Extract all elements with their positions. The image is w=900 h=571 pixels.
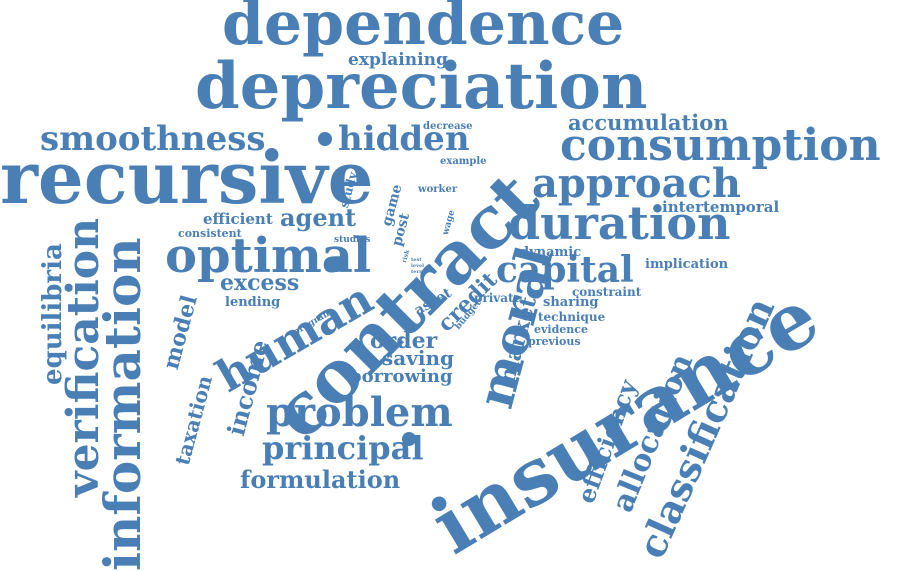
word-efficient: efficient [203,210,273,228]
word-level: level [411,263,425,269]
word-depreciation: depreciation [195,49,648,124]
word-smoothness: smoothness [40,119,266,159]
word-intertemporal: intertemporal [662,198,780,216]
word-problem: problem [266,389,453,436]
word-optimal: optimal [165,228,372,284]
word-dependence: dependence [222,0,625,59]
word-excess: excess [220,270,300,296]
word-private: private [474,291,522,305]
word-test: test [411,257,422,263]
word-formulation: formulation [240,465,401,494]
word-term: term [411,269,425,275]
word-agent: agent [280,203,357,232]
word-consistent: consistent [178,227,242,240]
dot-mark [330,258,344,272]
dot-mark [318,132,332,146]
word-previous: previous [528,335,581,348]
word-example: example [440,156,487,167]
word-sharing: sharing [543,295,599,310]
word-dynamic: dynamic [520,245,582,260]
word-technique: technique [538,310,606,324]
word-decrease: decrease [423,121,473,132]
word-saving: saving [382,346,454,370]
word-worker: worker [418,184,458,195]
word-consumption: consumption [560,120,881,171]
word-explaining: explaining [348,50,448,70]
word-borrowing: borrowing [349,366,453,387]
word-approach: approach [532,160,741,207]
word-recursive: recursive [0,135,374,220]
word-capital: capital [496,249,634,291]
word-constraint: constraint [572,285,642,299]
dot-mark [402,432,416,446]
word-duration: duration [508,196,731,250]
word-information: information [93,237,152,571]
word-order: order [370,328,438,354]
word-hidden: hidden [338,119,470,159]
word-lending: lending [225,295,281,310]
word-model: model [158,292,203,373]
word-studies: studies [334,235,371,245]
word-taxation: taxation [170,372,218,468]
word-implication: implication [645,257,729,272]
word-principal: principal [262,429,424,467]
word-accumulation: accumulation [568,110,729,135]
word-evidence: evidence [534,323,588,336]
